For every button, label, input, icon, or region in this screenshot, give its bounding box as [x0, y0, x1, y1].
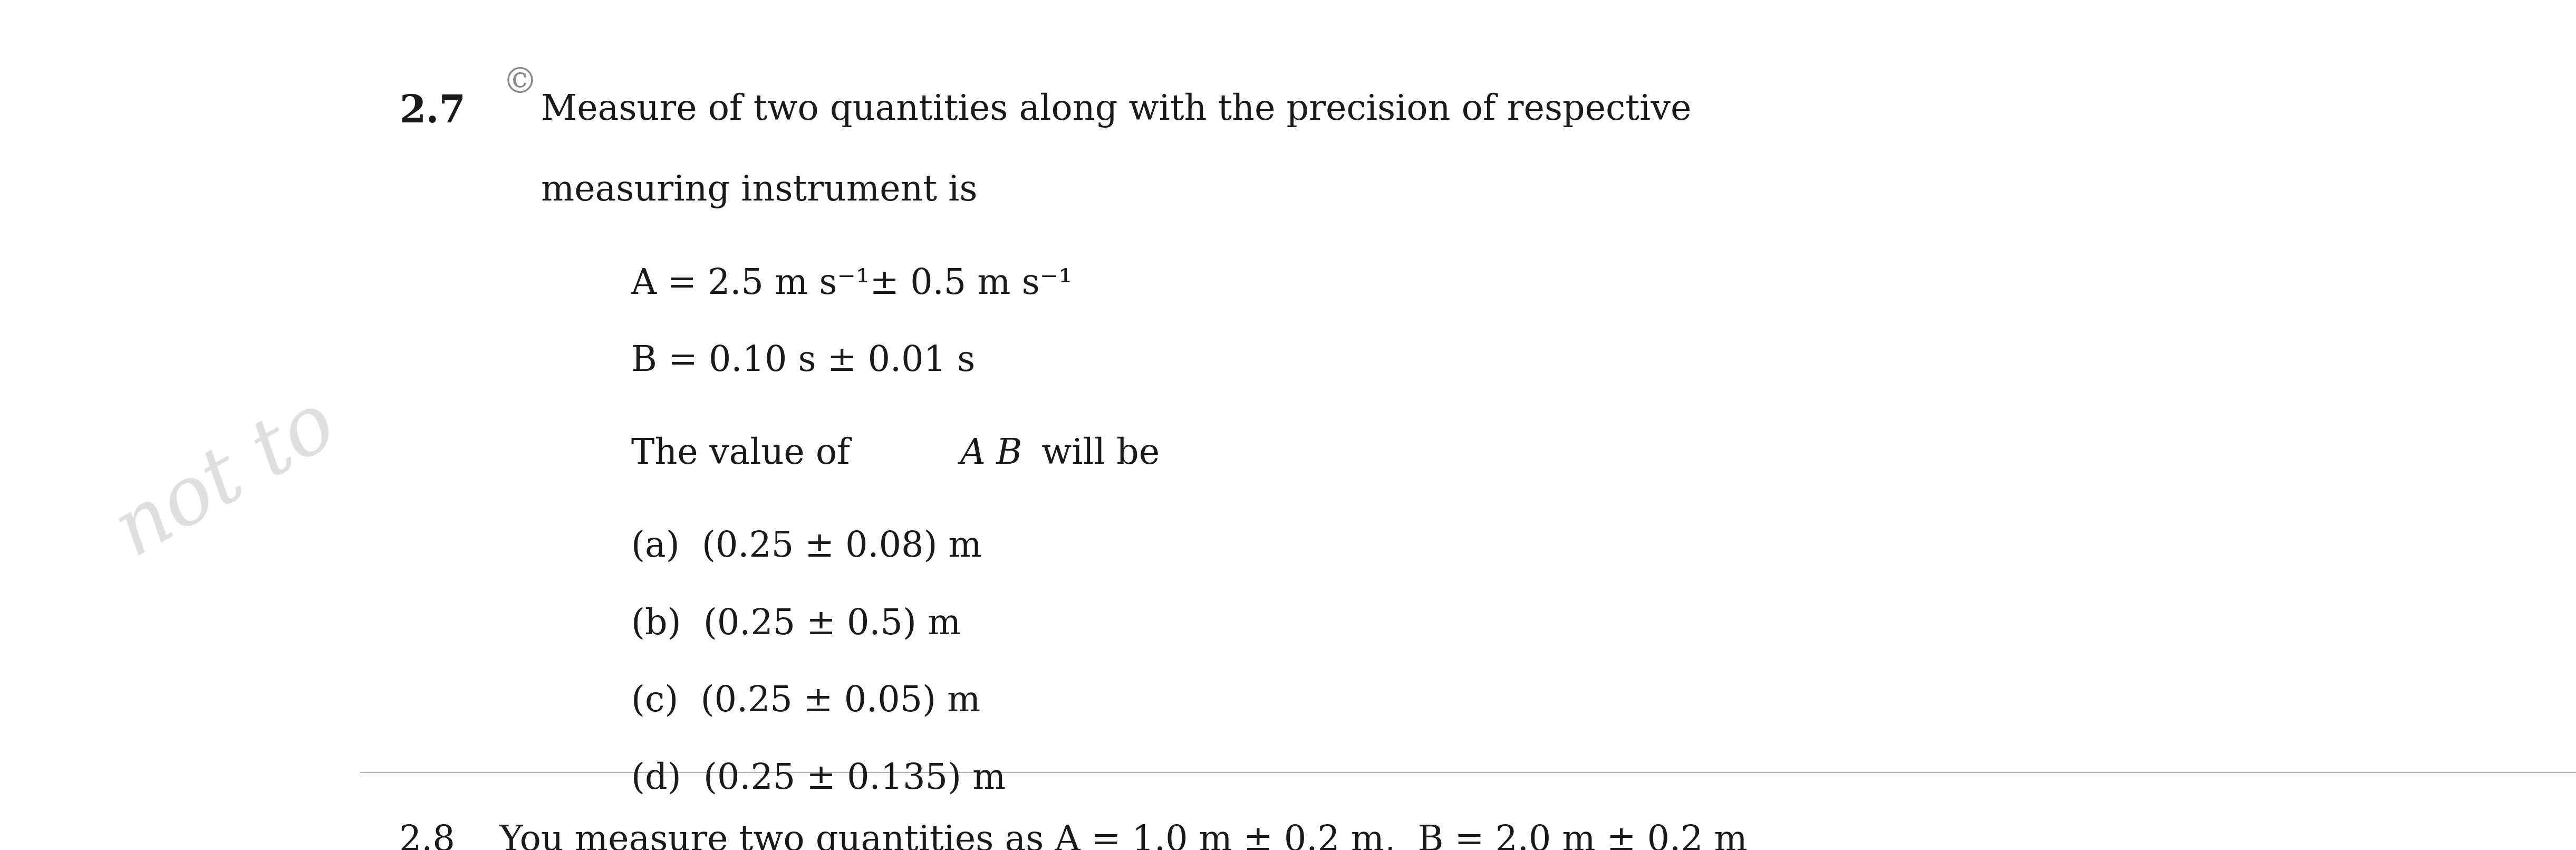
Text: not to: not to	[103, 386, 350, 573]
Text: (b)  (0.25 ± 0.5) m: (b) (0.25 ± 0.5) m	[631, 607, 961, 641]
Text: The value of: The value of	[631, 437, 860, 471]
Text: ©: ©	[502, 65, 538, 100]
Text: (d)  (0.25 ± 0.135) m: (d) (0.25 ± 0.135) m	[631, 762, 1005, 796]
Text: (c)  (0.25 ± 0.05) m: (c) (0.25 ± 0.05) m	[631, 684, 981, 718]
Text: B = 0.10 s ± 0.01 s: B = 0.10 s ± 0.01 s	[631, 344, 976, 378]
Text: 2.8    You measure two quantities as A = 1.0 m ± 0.2 m,  B = 2.0 m ± 0.2 m: 2.8 You measure two quantities as A = 1.…	[399, 824, 1747, 850]
Text: A = 2.5 m s⁻¹± 0.5 m s⁻¹: A = 2.5 m s⁻¹± 0.5 m s⁻¹	[631, 267, 1072, 301]
Text: measuring instrument is: measuring instrument is	[541, 174, 976, 208]
Text: (a)  (0.25 ± 0.08) m: (a) (0.25 ± 0.08) m	[631, 530, 981, 564]
Text: 2.7: 2.7	[399, 93, 466, 130]
Text: A B: A B	[958, 437, 1023, 471]
Text: will be: will be	[1030, 437, 1159, 471]
Text: Measure of two quantities along with the precision of respective: Measure of two quantities along with the…	[541, 93, 1692, 127]
